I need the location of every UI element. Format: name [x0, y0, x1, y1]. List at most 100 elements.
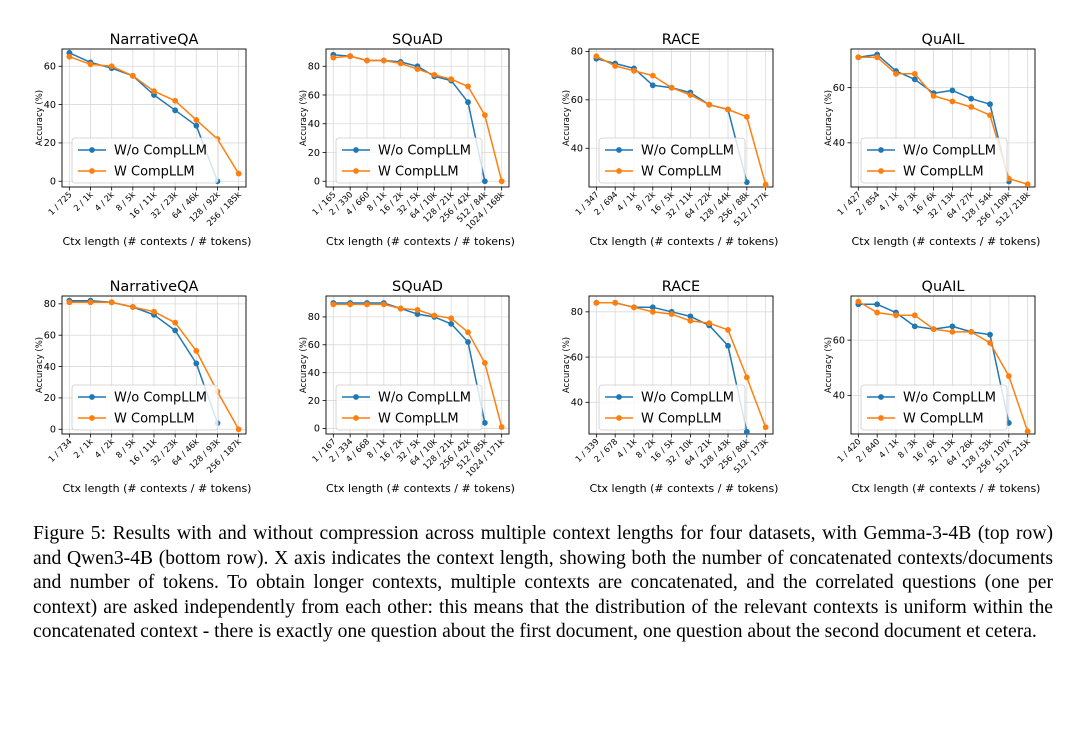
series-w-compllm-point — [631, 67, 637, 74]
series-w-compllm-point — [397, 305, 404, 312]
series-wo-compllm-point — [743, 428, 750, 435]
series-w-compllm-point — [498, 178, 505, 185]
legend-swatch-marker — [878, 394, 884, 400]
legend-label: W/o CompLLM — [641, 391, 734, 406]
series-wo-compllm-point — [687, 313, 694, 320]
legend-swatch-marker — [353, 168, 359, 174]
legend-swatch-marker — [616, 147, 622, 153]
series-w-compllm-point — [397, 60, 404, 67]
series-w-compllm-point — [612, 299, 619, 306]
series-w-compllm-point — [172, 97, 179, 104]
series-w-compllm-point — [330, 54, 337, 61]
series-w-compllm-point — [911, 312, 918, 319]
series-w-compllm-point — [448, 76, 455, 83]
legend-swatch-marker — [89, 415, 95, 421]
series-w-compllm-point — [235, 170, 242, 177]
y-tick-label: 0 — [314, 177, 320, 188]
series-w-compllm-point — [330, 301, 337, 308]
y-tick-label: 20 — [308, 148, 320, 159]
series-w-compllm-line — [596, 302, 767, 428]
y-tick-label: 80 — [308, 62, 320, 73]
series-w-compllm-point — [108, 63, 115, 70]
y-tick-label: 60 — [833, 335, 845, 346]
series-w-compllm-point — [448, 315, 455, 322]
chart-title: SQuAD — [392, 279, 443, 295]
y-axis-label: Accuracy (%) — [35, 337, 45, 393]
series-w-compllm-point — [968, 104, 975, 110]
series-w-compllm-point — [108, 299, 115, 306]
y-axis-label: Accuracy (%) — [824, 337, 834, 393]
series-wo-compllm-point — [911, 323, 918, 330]
series-wo-compllm-point — [874, 301, 881, 308]
y-tick-label: 40 — [308, 119, 320, 130]
series-w-compllm-point — [987, 340, 993, 346]
y-axis-label: Accuracy (%) — [299, 337, 309, 393]
series-w-compllm-point — [481, 112, 488, 119]
series-w-compllm-point — [1005, 373, 1012, 379]
series-w-compllm-point — [87, 299, 94, 306]
series-w-compllm-point — [725, 106, 731, 113]
series-wo-compllm-point — [949, 87, 956, 94]
y-axis-label: Accuracy (%) — [824, 90, 834, 146]
x-axis-label: Ctx length (# contexts / # tokens) — [63, 482, 252, 495]
series-w-compllm-point — [465, 83, 471, 90]
y-tick-label: 80 — [308, 312, 320, 323]
legend-label: W/o CompLLM — [378, 144, 471, 159]
chart-title: RACE — [662, 32, 700, 48]
x-tick-label: 4 / 2k — [92, 189, 116, 213]
series-wo-compllm-point — [911, 76, 918, 83]
y-tick-label: 20 — [44, 393, 56, 404]
series-w-compllm-point — [380, 301, 387, 308]
figure-caption: Figure 5: Results with and without compr… — [33, 522, 1053, 645]
y-axis-label: Accuracy (%) — [299, 90, 309, 146]
series-wo-compllm-point — [725, 342, 731, 349]
y-tick-label: 60 — [44, 62, 56, 73]
y-tick-label: 20 — [44, 138, 56, 149]
series-w-compllm-point — [649, 72, 656, 79]
legend-swatch-marker — [89, 147, 95, 153]
series-wo-compllm-point — [465, 99, 471, 106]
series-wo-compllm-point — [649, 304, 656, 311]
series-w-compllm-point — [687, 92, 694, 98]
plot-frame — [588, 295, 774, 435]
series-w-compllm-point — [968, 328, 975, 335]
series-w-compllm-point — [193, 117, 200, 123]
x-axis-label: Ctx length (# contexts / # tokens) — [326, 482, 515, 495]
chart-title: SQuAD — [392, 32, 443, 48]
series-w-compllm-point — [706, 101, 713, 108]
legend-label: W/o CompLLM — [641, 144, 734, 159]
x-tick-label: 4 / 1k — [615, 189, 639, 213]
chart-title: RACE — [662, 279, 700, 295]
legend-swatch-marker — [616, 168, 622, 174]
series-w-compllm-point — [364, 301, 370, 308]
series-wo-compllm-point — [743, 179, 750, 186]
x-axis-label: Ctx length (# contexts / # tokens) — [590, 235, 779, 248]
series-w-compllm-point — [874, 54, 881, 61]
legend-box — [598, 137, 746, 184]
y-axis-label: Accuracy (%) — [562, 337, 572, 393]
series-w-compllm-point — [949, 328, 956, 335]
series-w-compllm-point — [151, 88, 157, 95]
y-tick-label: 40 — [833, 138, 845, 149]
legend-label: W CompLLM — [378, 165, 459, 180]
series-w-compllm-point — [172, 319, 179, 326]
series-w-compllm-point — [66, 53, 73, 60]
legend-label: W CompLLM — [641, 165, 722, 180]
series-wo-compllm-point — [172, 327, 179, 334]
legend-swatch-marker — [878, 147, 884, 153]
series-w-compllm-point — [725, 327, 731, 333]
series-w-compllm-point — [762, 424, 769, 431]
y-tick-label: 0 — [50, 425, 56, 436]
legend-swatch-marker — [878, 415, 884, 421]
chart-title: QuAIL — [922, 279, 965, 295]
legend-swatch-marker — [878, 168, 884, 174]
plot-frame — [850, 295, 1036, 435]
series-w-compllm-point — [347, 301, 354, 308]
y-axis-label: Accuracy (%) — [35, 90, 45, 146]
series-wo-compllm-point — [414, 311, 421, 318]
